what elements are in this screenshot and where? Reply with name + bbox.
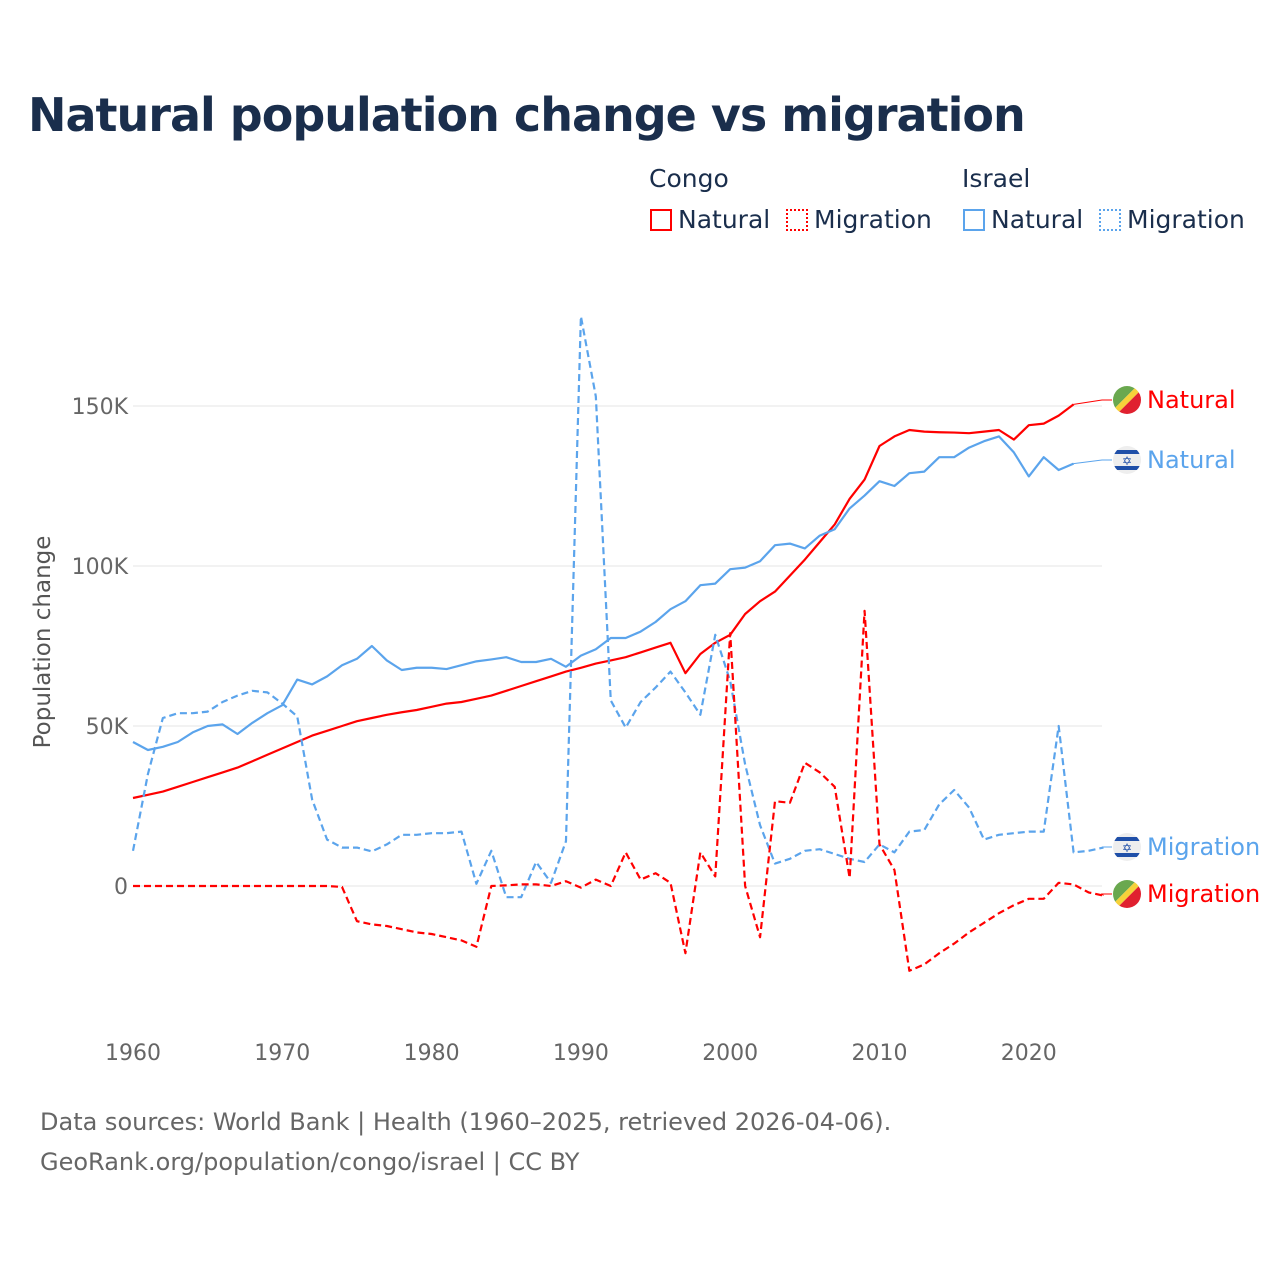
x-tick-label: 1960 [105,1041,161,1066]
x-tick-label: 1980 [404,1041,460,1066]
legend-israel-natural[interactable]: Natural [963,205,1083,234]
congo-flag-icon [1113,386,1141,414]
svg-text:✡: ✡ [1122,841,1132,855]
series-end-label: Migration [1147,833,1260,861]
series-end-label: Migration [1147,880,1260,908]
israel-flag-icon: ✡ [1113,833,1141,861]
x-tick-label: 2010 [852,1041,908,1066]
series-end-label: Natural [1147,446,1236,474]
israel-flag-icon: ✡ [1113,446,1141,474]
y-tick-label: 100K [72,555,129,580]
footer-attribution: GeoRank.org/population/congo/israel | CC… [40,1148,580,1176]
legend-label: Migration [1127,205,1245,234]
legend-label: Natural [991,205,1084,234]
legend-swatch-dotted [1099,208,1121,231]
legend-congo-natural[interactable]: Natural [650,205,770,234]
svg-text:✡: ✡ [1122,454,1132,468]
legend-group-congo: Congo [649,164,729,193]
legend-swatch-solid [963,208,985,231]
x-tick-label: 2020 [1001,1041,1057,1066]
series-line-israel-migration [131,315,1104,899]
label-connector [1073,399,1112,405]
legend-swatch-solid [650,208,672,231]
legend-label: Natural [678,205,771,234]
y-tick-label: 0 [114,875,128,900]
label-connector [1100,893,1112,896]
chart-title: Natural population change vs migration [28,88,1026,142]
x-tick-label: 1990 [553,1041,609,1066]
footer-sources: Data sources: World Bank | Health (1960–… [40,1108,892,1136]
series-end-label: Natural [1147,386,1236,414]
series-line-congo-migration [133,609,1104,972]
legend-congo-migration[interactable]: Migration [786,205,932,234]
legend-group-israel: Israel [962,164,1031,193]
legend-label: Migration [814,205,932,234]
series-line-israel-natural [132,435,1075,752]
congo-flag-icon [1113,880,1141,908]
x-tick-label: 2000 [702,1041,758,1066]
y-axis-label: Population change [30,536,56,749]
x-tick-label: 1970 [254,1041,310,1066]
series-line-congo-natural [132,403,1075,800]
label-connector [1101,846,1112,849]
y-tick-label: 50K [86,715,129,740]
label-connector [1073,459,1112,465]
legend-israel-migration[interactable]: Migration [1099,205,1245,234]
legend-swatch-dotted [786,208,808,231]
y-tick-label: 150K [72,395,129,420]
